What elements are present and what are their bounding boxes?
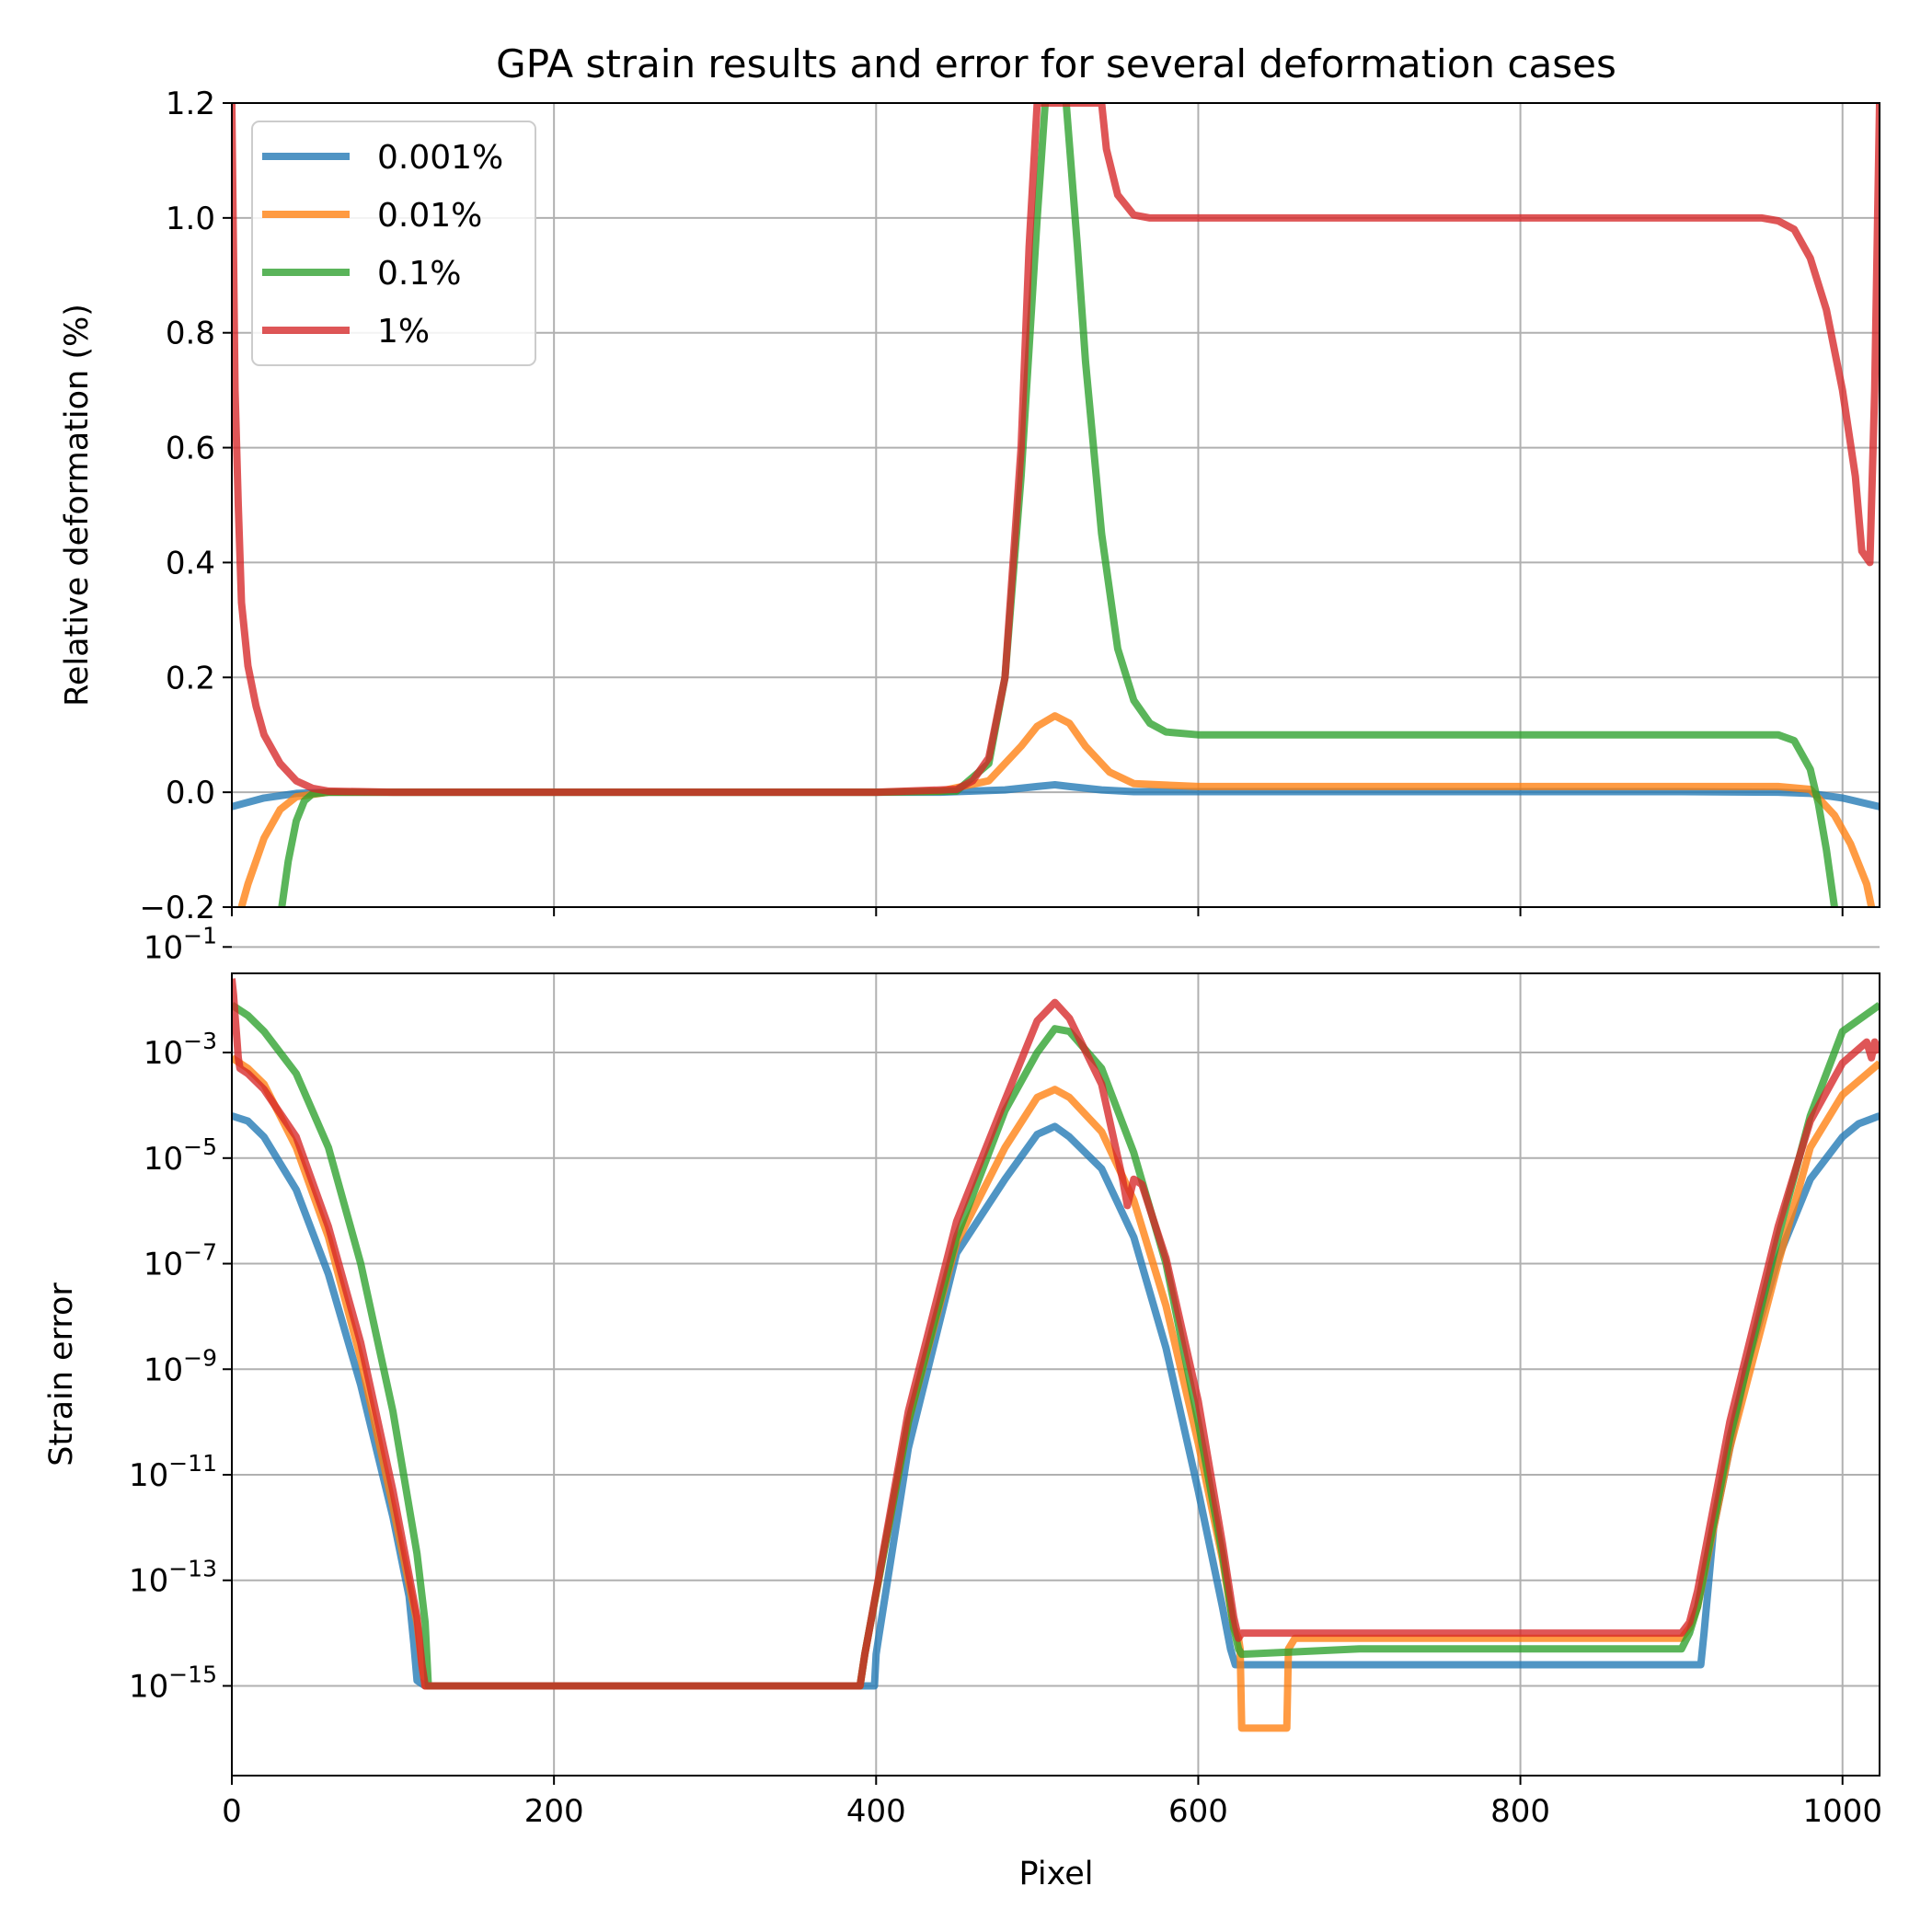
- bottom-x-tick-label-2: 400: [846, 1793, 906, 1830]
- top-y-tick-label-6: 1.0: [166, 201, 215, 237]
- top-y-axis-label: Relative deformation (%): [59, 304, 96, 707]
- top-panel: −0.2 0.0 0.2 0.4 0.6 0.8 1.0 1.2 Relative defor…: [59, 86, 1880, 926]
- bottom-x-tick-label-0: 0: [222, 1793, 242, 1830]
- bottom-grid: [231, 946, 1880, 1776]
- bottom-series-group: [232, 978, 1880, 1732]
- top-y-tick-label-0: −0.2: [139, 890, 215, 926]
- bottom-axes-frame: [231, 972, 1880, 1777]
- bottom-panel: 0 200 400 600 800 100010−110−310−510−710−910−…: [43, 922, 1882, 1892]
- bottom-y-axis-label: Strain error: [43, 1282, 80, 1466]
- top-y-tick-label-5: 0.8: [166, 316, 215, 352]
- top-y-tick-label-2: 0.2: [166, 660, 215, 696]
- bottom-series-line-2: [232, 1002, 1880, 1690]
- legend-entries: 0.001% 0.01% 0.1% 1%: [262, 139, 503, 351]
- bottom-x-tick-label-5: 1000: [1802, 1793, 1882, 1830]
- bottom-x-tick-label-3: 600: [1168, 1793, 1228, 1830]
- top-y-tick-label-1: 0.0: [166, 775, 215, 811]
- bottom-y-tick-label-7: 10−15: [129, 1661, 217, 1705]
- top-axes-frame: [231, 102, 1880, 908]
- top-y-tick-label-7: 1.2: [166, 86, 215, 122]
- top-series-group: [232, 103, 1880, 907]
- legend-label-1: 0.01%: [377, 197, 482, 235]
- bottom-x-tick-label-1: 200: [524, 1793, 584, 1830]
- top-y-tick-label-4: 0.6: [166, 431, 215, 467]
- legend-label-2: 0.1%: [377, 255, 461, 293]
- bottom-ticks: 0 200 400 600 800 100010−110−310−510−710−910−…: [129, 922, 1882, 1830]
- bottom-x-axis-label: Pixel: [1019, 1856, 1094, 1892]
- chart-title: GPA strain results and error for several…: [496, 41, 1616, 86]
- legend-box: [251, 121, 536, 366]
- bottom-x-tick-label-4: 800: [1490, 1793, 1550, 1830]
- top-series-line-3: [232, 103, 1880, 797]
- legend: 0.001% 0.01% 0.1% 1%: [251, 121, 536, 366]
- bottom-series-line-3: [232, 978, 1880, 1690]
- top-ticks: −0.2 0.0 0.2 0.4 0.6 0.8 1.0 1.2: [139, 86, 1844, 926]
- legend-label-3: 1%: [377, 313, 430, 351]
- top-y-tick-label-3: 0.4: [166, 545, 215, 581]
- legend-label-0: 0.001%: [377, 139, 503, 177]
